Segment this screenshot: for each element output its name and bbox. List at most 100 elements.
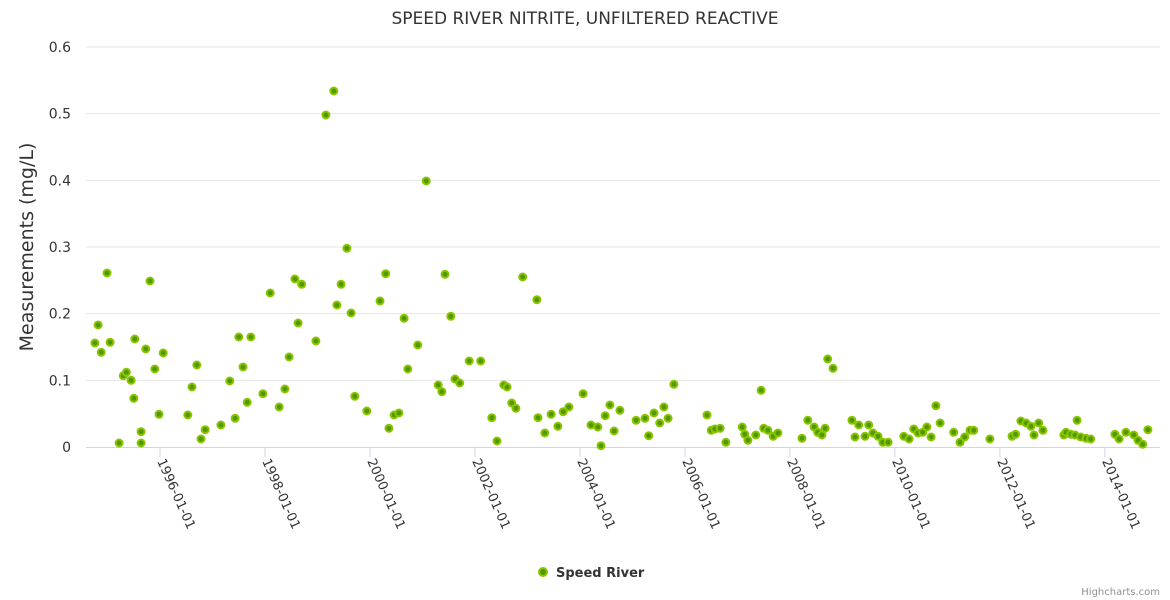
- data-point[interactable]: [192, 360, 202, 370]
- data-point[interactable]: [828, 363, 838, 373]
- data-point[interactable]: [440, 269, 450, 279]
- data-point[interactable]: [640, 413, 650, 423]
- data-point[interactable]: [290, 274, 300, 284]
- data-point[interactable]: [126, 375, 136, 385]
- data-point[interactable]: [931, 401, 941, 411]
- data-point[interactable]: [669, 379, 679, 389]
- data-point[interactable]: [663, 413, 673, 423]
- data-point[interactable]: [593, 422, 603, 432]
- data-point[interactable]: [158, 348, 168, 358]
- data-point[interactable]: [969, 425, 979, 435]
- data-point[interactable]: [136, 438, 146, 448]
- data-point[interactable]: [532, 295, 542, 305]
- data-point[interactable]: [342, 243, 352, 253]
- data-point[interactable]: [238, 362, 248, 372]
- data-point[interactable]: [284, 352, 294, 362]
- data-point[interactable]: [154, 409, 164, 419]
- data-point[interactable]: [955, 437, 965, 447]
- data-point[interactable]: [553, 421, 563, 431]
- data-point[interactable]: [145, 276, 155, 286]
- data-point[interactable]: [487, 413, 497, 423]
- data-point[interactable]: [121, 367, 131, 377]
- data-point[interactable]: [1038, 425, 1048, 435]
- data-point[interactable]: [293, 318, 303, 328]
- data-point[interactable]: [464, 356, 474, 366]
- data-point[interactable]: [631, 415, 641, 425]
- data-point[interactable]: [960, 432, 970, 442]
- data-point[interactable]: [854, 420, 864, 430]
- data-point[interactable]: [860, 431, 870, 441]
- data-point[interactable]: [433, 380, 443, 390]
- data-point[interactable]: [399, 313, 409, 323]
- data-point[interactable]: [578, 389, 588, 399]
- data-point[interactable]: [756, 385, 766, 395]
- data-point[interactable]: [820, 423, 830, 433]
- data-point[interactable]: [737, 422, 747, 432]
- data-point[interactable]: [476, 356, 486, 366]
- data-point[interactable]: [949, 427, 959, 437]
- data-point[interactable]: [234, 332, 244, 342]
- data-point[interactable]: [265, 288, 275, 298]
- data-point[interactable]: [721, 437, 731, 447]
- data-point[interactable]: [564, 402, 574, 412]
- data-point[interactable]: [216, 420, 226, 430]
- data-point[interactable]: [297, 279, 307, 289]
- data-point[interactable]: [1086, 434, 1096, 444]
- data-point[interactable]: [702, 410, 712, 420]
- data-point[interactable]: [246, 332, 256, 342]
- data-point[interactable]: [615, 405, 625, 415]
- data-point[interactable]: [763, 425, 773, 435]
- data-point[interactable]: [659, 402, 669, 412]
- data-point[interactable]: [242, 397, 252, 407]
- data-point[interactable]: [492, 436, 502, 446]
- data-point[interactable]: [196, 434, 206, 444]
- data-point[interactable]: [864, 420, 874, 430]
- data-point[interactable]: [1072, 415, 1082, 425]
- data-point[interactable]: [321, 110, 331, 120]
- data-point[interactable]: [336, 279, 346, 289]
- data-point[interactable]: [329, 86, 339, 96]
- data-point[interactable]: [446, 311, 456, 321]
- data-point[interactable]: [1029, 430, 1039, 440]
- data-point[interactable]: [935, 418, 945, 428]
- data-point[interactable]: [926, 432, 936, 442]
- legend-item-speed-river[interactable]: Speed River: [538, 566, 645, 581]
- data-point[interactable]: [394, 408, 404, 418]
- data-point[interactable]: [230, 413, 240, 423]
- data-point[interactable]: [129, 393, 139, 403]
- data-point[interactable]: [136, 427, 146, 437]
- data-point[interactable]: [655, 418, 665, 428]
- series-speed-river[interactable]: [90, 86, 1153, 451]
- data-point[interactable]: [130, 334, 140, 344]
- data-point[interactable]: [105, 337, 115, 347]
- data-point[interactable]: [102, 268, 112, 278]
- data-point[interactable]: [437, 387, 447, 397]
- data-point[interactable]: [280, 384, 290, 394]
- data-point[interactable]: [743, 435, 753, 445]
- data-point[interactable]: [225, 376, 235, 386]
- data-point[interactable]: [93, 320, 103, 330]
- data-point[interactable]: [823, 354, 833, 364]
- data-point[interactable]: [540, 428, 550, 438]
- data-point[interactable]: [715, 423, 725, 433]
- data-point[interactable]: [1011, 429, 1021, 439]
- data-point[interactable]: [362, 406, 372, 416]
- data-point[interactable]: [141, 344, 151, 354]
- data-point[interactable]: [311, 336, 321, 346]
- data-point[interactable]: [605, 400, 615, 410]
- data-point[interactable]: [1121, 427, 1131, 437]
- data-point[interactable]: [1026, 421, 1036, 431]
- data-point[interactable]: [403, 364, 413, 374]
- data-point[interactable]: [375, 296, 385, 306]
- data-point[interactable]: [609, 426, 619, 436]
- data-point[interactable]: [200, 425, 210, 435]
- data-point[interactable]: [985, 434, 995, 444]
- data-point[interactable]: [533, 413, 543, 423]
- data-point[interactable]: [873, 431, 883, 441]
- data-point[interactable]: [183, 410, 193, 420]
- data-point[interactable]: [1114, 434, 1124, 444]
- data-point[interactable]: [600, 411, 610, 421]
- data-point[interactable]: [455, 378, 465, 388]
- data-point[interactable]: [381, 269, 391, 279]
- data-point[interactable]: [274, 402, 284, 412]
